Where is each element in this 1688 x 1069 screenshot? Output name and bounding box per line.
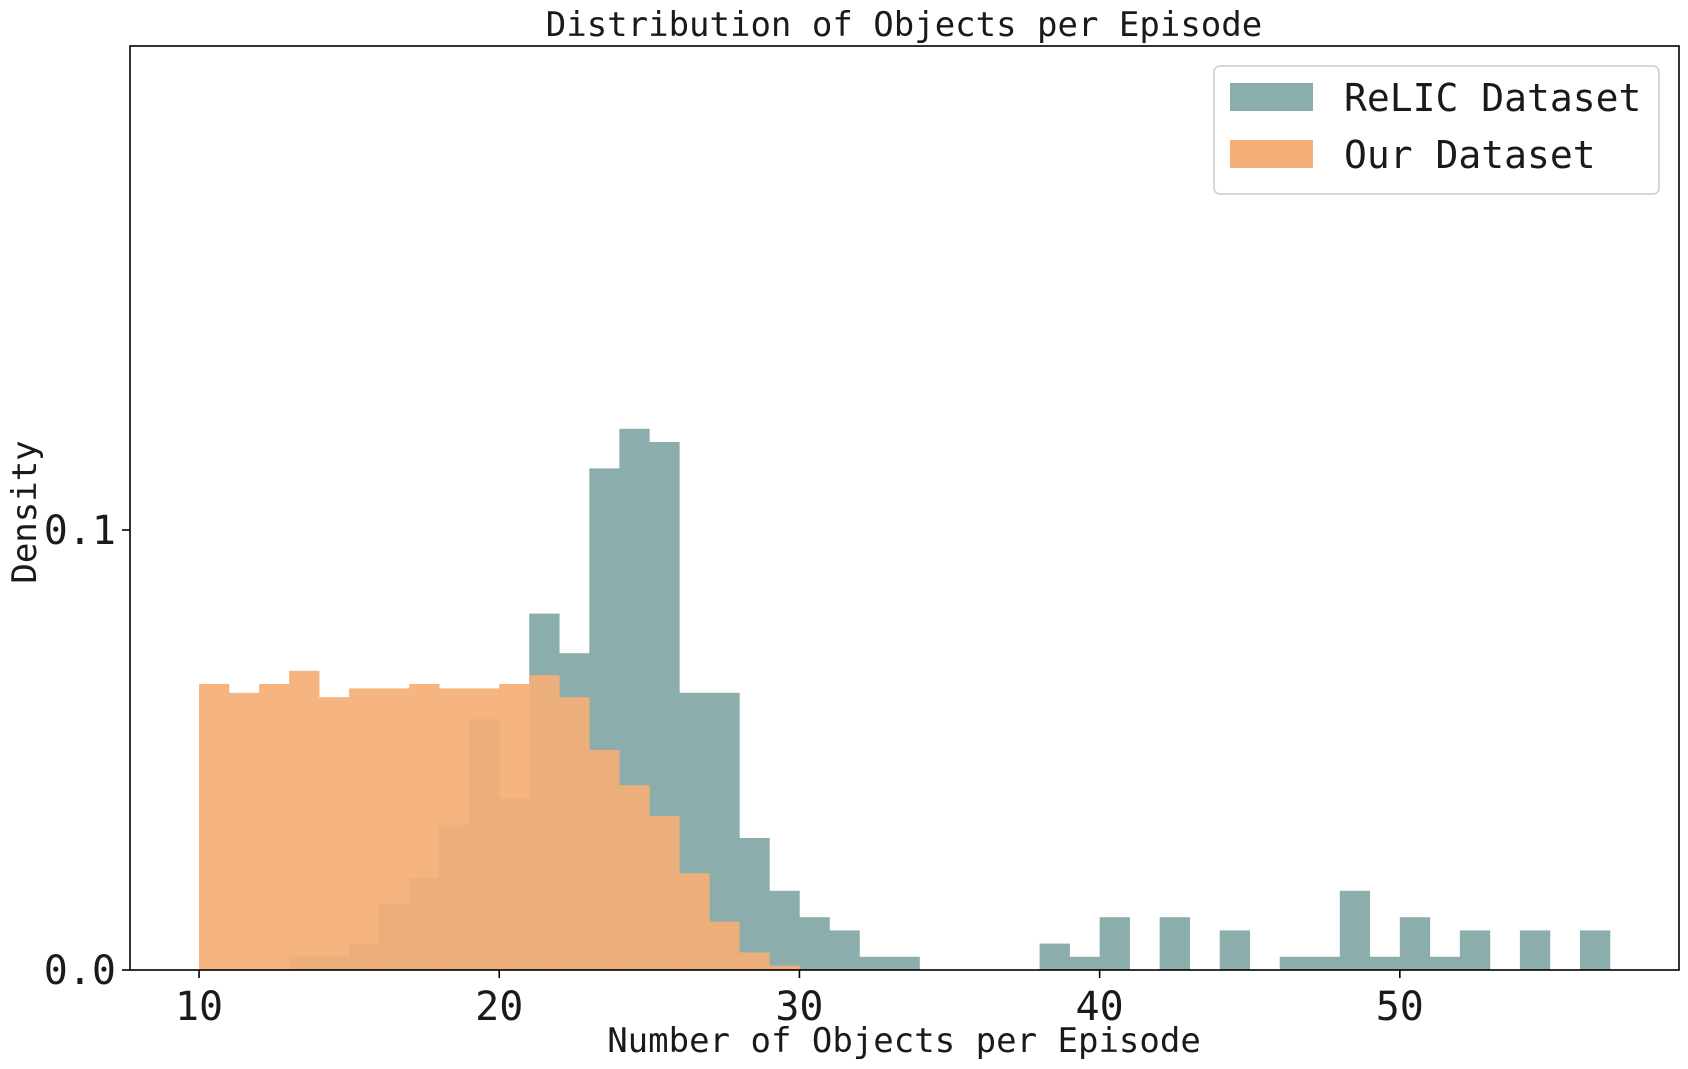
- chart-title: Distribution of Objects per Episode: [546, 5, 1262, 45]
- x-axis-label: Number of Objects per Episode: [607, 1021, 1201, 1061]
- bar-relic-bin-56: [1579, 930, 1611, 970]
- bar-ours-bin-21: [529, 675, 560, 970]
- bar-relic-bin-38: [1039, 943, 1070, 970]
- bar-relic-bin-32: [859, 956, 890, 970]
- bar-ours-bin-22: [559, 697, 590, 970]
- bar-ours-bin-11: [229, 692, 260, 970]
- y-tick-label-0: 0.0: [44, 948, 116, 994]
- bar-ours-bin-24: [619, 785, 650, 970]
- bar-ours-bin-26: [679, 873, 710, 970]
- bar-relic-bin-48: [1339, 890, 1371, 970]
- bar-ours-bin-15: [349, 688, 380, 970]
- bar-relic-bin-30: [799, 917, 830, 970]
- bar-ours-bin-18: [439, 688, 470, 970]
- bar-relic-bin-33: [889, 956, 920, 970]
- x-tick-label-20: 20: [475, 984, 523, 1030]
- bar-relic-bin-42: [1159, 917, 1190, 970]
- bar-relic-bin-51: [1429, 956, 1461, 970]
- legend-label-ours: Our Dataset: [1344, 133, 1596, 177]
- legend-swatch-relic: [1230, 83, 1313, 111]
- bar-relic-bin-31: [829, 930, 860, 970]
- x-tick-label-30: 30: [775, 984, 823, 1030]
- bar-relic-bin-46: [1279, 956, 1311, 970]
- bar-ours-bin-10: [199, 684, 230, 970]
- bar-ours-bin-19: [469, 688, 500, 970]
- plot-frame: [129, 45, 1680, 971]
- x-tick-label-10: 10: [175, 984, 223, 1030]
- bar-ours-bin-27: [709, 921, 740, 970]
- bars-layer: [199, 428, 1611, 970]
- bar-ours-bin-14: [319, 697, 350, 970]
- y-axis-label: Density: [5, 440, 45, 583]
- legend-swatch-ours: [1230, 140, 1313, 168]
- bar-relic-bin-28: [739, 838, 770, 970]
- bar-ours-bin-25: [649, 816, 680, 970]
- bar-relic-bin-50: [1399, 917, 1431, 970]
- bar-relic-bin-40: [1099, 917, 1130, 970]
- bar-relic-bin-54: [1519, 930, 1551, 970]
- bar-relic-bin-44: [1219, 930, 1251, 970]
- bar-relic-bin-52: [1459, 930, 1491, 970]
- legend: ReLIC Dataset Our Dataset: [1213, 65, 1660, 195]
- ticks-layer: 10 20 30 40 50 0.0 0.1: [44, 508, 1424, 1030]
- bar-ours-bin-29: [769, 965, 800, 970]
- bar-relic-bin-39: [1069, 956, 1100, 970]
- bar-ours-bin-20: [499, 684, 530, 970]
- x-tick-label-40: 40: [1076, 984, 1124, 1030]
- y-tick-label-1: 0.1: [44, 508, 116, 554]
- bar-relic-bin-29: [769, 890, 800, 970]
- x-tick-label-50: 50: [1376, 984, 1424, 1030]
- bar-relic-bin-47: [1309, 956, 1341, 970]
- legend-frame: [1213, 65, 1660, 195]
- bar-ours-bin-13: [289, 670, 320, 970]
- bar-ours-bin-17: [409, 684, 440, 970]
- bar-relic-bin-49: [1369, 956, 1401, 970]
- bar-ours-bin-12: [259, 684, 290, 970]
- bar-ours-bin-28: [739, 952, 770, 970]
- bar-ours-bin-16: [379, 688, 410, 970]
- bar-ours-bin-23: [589, 750, 620, 970]
- legend-label-relic: ReLIC Dataset: [1344, 76, 1641, 120]
